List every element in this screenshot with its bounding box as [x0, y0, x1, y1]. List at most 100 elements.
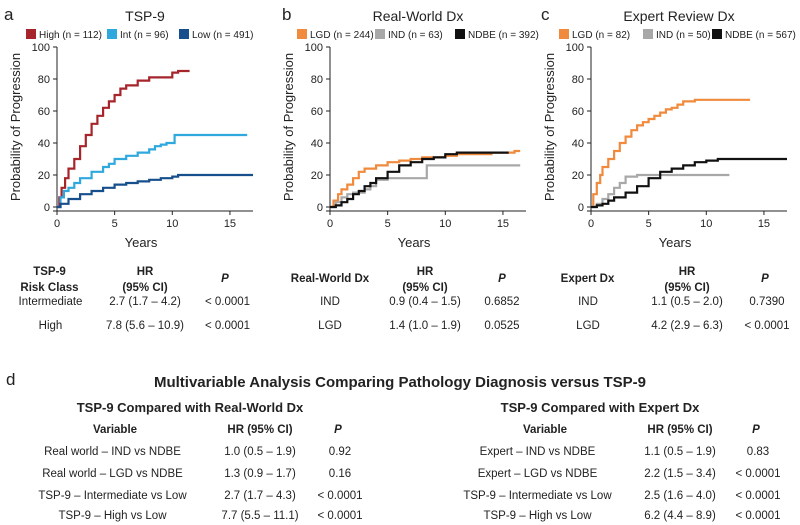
table-cell: 6.2 (4.4 – 8.9): [644, 510, 716, 522]
table-cell: TSP-9 – Intermediate vs Low: [38, 490, 187, 502]
y-tick-label: 60: [572, 106, 584, 118]
x-tick-label: 10: [166, 218, 178, 230]
y-tick-label: 0: [44, 202, 50, 214]
table-header: P: [761, 273, 769, 285]
table-header: TSP-9 Risk Class: [20, 266, 79, 294]
x-axis-label: Years: [659, 235, 692, 250]
x-tick-label: 15: [224, 218, 236, 230]
table-cell: < 0.0001: [735, 510, 781, 522]
table-cell: < 0.0001: [204, 296, 251, 308]
table-header: Variable: [92, 424, 138, 436]
y-tick-label: 80: [311, 74, 323, 86]
y-tick-label: 100: [305, 42, 323, 54]
legend-swatch: [455, 29, 465, 39]
legend-swatch: [375, 29, 385, 39]
table-cell: 4.2 (2.9 – 6.3): [651, 320, 723, 332]
table-cell: IND: [578, 296, 598, 308]
hr-table-expert: Expert Dx HR (95% CI) P IND 1.1 (0.5 – 2…: [540, 262, 798, 342]
x-tick-label: 10: [439, 218, 451, 230]
table-cell: LGD: [318, 320, 342, 332]
table-cell: Expert – LGD vs NDBE: [477, 468, 598, 480]
x-tick-label: 0: [327, 218, 333, 230]
x-tick-label: 5: [112, 218, 118, 230]
legend-swatch: [297, 29, 307, 39]
y-tick-label: 40: [311, 138, 323, 150]
table-cell: 1.1 (0.5 – 2.0): [651, 296, 723, 308]
table-header: P: [752, 424, 760, 436]
legend-swatch: [179, 29, 189, 39]
chart-panel-a: a TSP-9 High (n = 112) Int (n = 96) Low (n =…: [4, 5, 253, 250]
table-cell: < 0.0001: [744, 320, 790, 332]
y-tick-label: 20: [572, 170, 584, 182]
y-tick-label: 100: [566, 42, 584, 54]
table-cell: Expert – IND vs NDBE: [479, 446, 596, 458]
table-cell: 2.2 (1.5 – 3.4): [644, 468, 716, 480]
chart-title: Expert Review Dx: [623, 8, 734, 24]
chart-title: TSP-9: [125, 8, 165, 24]
table-header: HR (95% CI): [227, 424, 293, 436]
table-cell: Intermediate: [18, 296, 83, 308]
table-cell: < 0.0001: [735, 490, 781, 502]
y-tick-label: 40: [38, 138, 50, 150]
table-cell: 1.4 (1.0 – 1.9): [389, 320, 461, 332]
table-cell: High: [38, 320, 63, 332]
y-tick-label: 60: [311, 106, 323, 118]
y-axis-label: Probability of Progression: [281, 53, 296, 201]
table-cell: Real world – LGD vs NDBE: [42, 468, 183, 480]
panel-letter-b: b: [282, 5, 291, 24]
series-line: [591, 98, 751, 209]
hr-table-tsp9: TSP-9 Risk Class HR (95% CI) P Intermedi…: [0, 262, 265, 342]
x-tick-label: 0: [588, 218, 594, 230]
series-line: [57, 69, 190, 209]
table-header: P: [334, 424, 342, 436]
table-header: HR (95% CI): [122, 266, 168, 294]
x-tick-label: 5: [646, 218, 652, 230]
legend-label: LGD (n = 244): [310, 30, 374, 41]
table-subtitle: TSP-9 Compared with Real-World Dx: [76, 400, 304, 415]
multivariable-table-expert: TSP-9 Compared with Expert Dx Variable H…: [440, 400, 800, 525]
table-cell: 0.9 (0.4 – 1.5): [389, 296, 461, 308]
x-tick-label: 10: [700, 218, 712, 230]
table-cell: 2.7 (1.7 – 4.3): [224, 490, 296, 502]
panel-letter-c: c: [541, 5, 550, 24]
legend-swatch: [107, 29, 117, 39]
legend-label: LGD (n = 82): [572, 30, 630, 41]
table-cell: 7.8 (5.6 – 10.9): [106, 320, 184, 332]
legend-label: Low (n = 491): [192, 30, 253, 41]
table-cell: 2.7 (1.7 – 4.2): [109, 296, 181, 308]
series-line: [330, 164, 521, 209]
legend-label: Int (n = 96): [120, 30, 169, 41]
table-header: P: [498, 273, 506, 285]
y-axis-label: Probability of Progression: [8, 53, 23, 201]
panel-letter-a: a: [4, 5, 14, 24]
y-axis-label: Probability of Progression: [542, 53, 557, 201]
table-cell: TSP-9 – High vs Low: [483, 510, 592, 522]
table-cell: < 0.0001: [317, 510, 363, 522]
y-tick-label: 80: [38, 74, 50, 86]
table-cell: 0.92: [328, 446, 352, 458]
table-header: Expert Dx: [560, 273, 615, 285]
panel-d-title: Multivariable Analysis Comparing Patholo…: [153, 374, 647, 391]
x-axis-label: Years: [398, 235, 431, 250]
legend-swatch: [559, 29, 569, 39]
table-cell: 0.6852: [484, 296, 520, 308]
table-cell: 0.16: [328, 468, 352, 480]
table-header: HR (95% CI): [664, 266, 710, 294]
x-tick-label: 15: [497, 218, 509, 230]
table-cell: 1.0 (0.5 – 1.9): [224, 446, 296, 458]
legend-label: IND (n = 50): [656, 30, 711, 41]
table-header: Variable: [522, 424, 568, 436]
chart-title: Real-World Dx: [373, 8, 464, 24]
series-line: [591, 157, 787, 209]
y-tick-label: 60: [38, 106, 50, 118]
series-line: [591, 173, 730, 209]
table-cell: 0.7390: [749, 296, 785, 308]
table-cell: 2.5 (1.6 – 4.0): [644, 490, 716, 502]
legend-swatch: [26, 29, 36, 39]
y-tick-label: 0: [578, 202, 584, 214]
table-header: P: [221, 273, 229, 285]
table-cell: Real world – IND vs NDBE: [44, 446, 181, 458]
chart-panel-b: b Real-World Dx LGD (n = 244) IND (n = 63) N…: [281, 5, 539, 250]
y-tick-label: 40: [572, 138, 584, 150]
table-header: HR (95% CI): [647, 424, 713, 436]
